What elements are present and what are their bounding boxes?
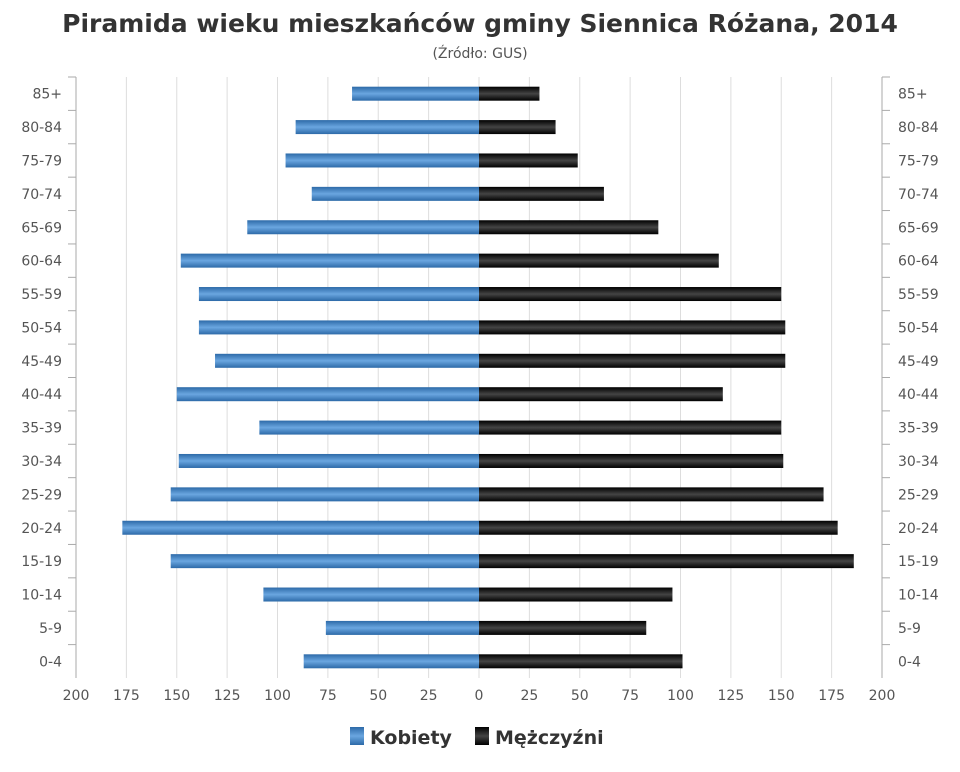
legend: Kobiety Mężczyźni (350, 727, 604, 749)
bar-mezczyzni (479, 654, 683, 669)
bar-kobiety (303, 654, 479, 669)
bar-mezczyzni (479, 620, 647, 635)
y-label-left: 25-29 (21, 487, 62, 503)
y-label-right: 30-34 (898, 454, 939, 470)
bar-kobiety (215, 353, 479, 368)
y-label-right: 80-84 (898, 120, 939, 136)
bar-kobiety (122, 520, 479, 535)
y-label-right: 25-29 (898, 487, 939, 503)
legend-label-kobiety[interactable]: Kobiety (370, 727, 453, 749)
bar-mezczyzni (479, 387, 723, 402)
bar-mezczyzni (479, 353, 786, 368)
bar-kobiety (180, 253, 479, 268)
y-label-left: 0-4 (39, 654, 62, 670)
bar-kobiety (198, 320, 480, 335)
x-tick-label: 100 (667, 688, 694, 704)
x-tick-label: 50 (369, 688, 387, 704)
y-label-right: 15-19 (898, 554, 939, 570)
y-label-left: 50-54 (21, 320, 62, 336)
x-tick-label: 0 (475, 688, 484, 704)
y-label-right: 45-49 (898, 354, 939, 370)
y-label-left: 75-79 (21, 153, 62, 169)
x-tick-label: 100 (264, 688, 291, 704)
y-label-left: 85+ (32, 87, 62, 103)
x-tick-label: 200 (869, 688, 896, 704)
legend-swatch-mezczyzni[interactable] (475, 727, 489, 745)
bar-kobiety (325, 620, 479, 635)
y-label-right: 85+ (898, 87, 928, 103)
bar-mezczyzni (479, 487, 824, 502)
y-label-right: 65-69 (898, 220, 939, 236)
y-label-right: 70-74 (898, 187, 939, 203)
bar-kobiety (352, 86, 479, 101)
bar-kobiety (170, 554, 479, 569)
y-label-right: 40-44 (898, 387, 939, 403)
bar-mezczyzni (479, 86, 540, 101)
y-label-left: 80-84 (21, 120, 62, 136)
bar-mezczyzni (479, 287, 782, 302)
bar-kobiety (285, 153, 479, 168)
bar-mezczyzni (479, 320, 786, 335)
x-tick-label: 175 (113, 688, 140, 704)
bar-mezczyzni (479, 587, 673, 602)
y-label-left: 20-24 (21, 521, 62, 537)
bar-mezczyzni (479, 554, 854, 569)
y-label-left: 70-74 (21, 187, 62, 203)
y-label-left: 60-64 (21, 254, 62, 270)
x-tick-label: 75 (621, 688, 639, 704)
y-label-left: 40-44 (21, 387, 62, 403)
bar-kobiety (198, 287, 480, 302)
bar-mezczyzni (479, 253, 719, 268)
x-tick-label: 200 (63, 688, 90, 704)
x-tick-label: 125 (214, 688, 241, 704)
y-label-right: 60-64 (898, 254, 939, 270)
y-label-left: 45-49 (21, 354, 62, 370)
y-label-right: 10-14 (898, 588, 939, 604)
y-label-left: 35-39 (21, 421, 62, 437)
bar-kobiety (311, 186, 479, 201)
bar-kobiety (295, 120, 479, 135)
y-label-left: 65-69 (21, 220, 62, 236)
y-label-right: 55-59 (898, 287, 939, 303)
bar-mezczyzni (479, 186, 604, 201)
x-tick-label: 175 (818, 688, 845, 704)
legend-label-mezczyzni[interactable]: Mężczyźni (495, 727, 604, 749)
bar-mezczyzni (479, 520, 838, 535)
y-label-left: 30-34 (21, 454, 62, 470)
x-tick-label: 25 (520, 688, 538, 704)
bar-kobiety (170, 487, 479, 502)
chart-subtitle: (Źródło: GUS) (432, 44, 527, 62)
bar-kobiety (259, 420, 479, 435)
y-label-left: 55-59 (21, 287, 62, 303)
y-label-left: 5-9 (39, 621, 62, 637)
y-label-right: 5-9 (898, 621, 921, 637)
x-tick-label: 150 (768, 688, 795, 704)
bar-kobiety (176, 387, 479, 402)
y-label-right: 50-54 (898, 320, 939, 336)
bar-mezczyzni (479, 420, 782, 435)
x-tick-label: 150 (163, 688, 190, 704)
y-label-right: 0-4 (898, 654, 921, 670)
y-label-left: 10-14 (21, 588, 62, 604)
bar-mezczyzni (479, 120, 556, 135)
y-label-left: 15-19 (21, 554, 62, 570)
bar-mezczyzni (479, 220, 659, 235)
x-tick-label: 125 (718, 688, 745, 704)
y-label-right: 75-79 (898, 153, 939, 169)
bar-mezczyzni (479, 453, 784, 468)
bar-kobiety (247, 220, 479, 235)
chart-title: Piramida wieku mieszkańców gminy Siennic… (62, 9, 898, 38)
y-label-right: 35-39 (898, 421, 939, 437)
bar-mezczyzni (479, 153, 578, 168)
x-tick-label: 50 (571, 688, 589, 704)
legend-swatch-kobiety[interactable] (350, 727, 364, 745)
x-tick-label: 75 (319, 688, 337, 704)
bar-kobiety (178, 453, 479, 468)
y-label-right: 20-24 (898, 521, 939, 537)
bar-kobiety (263, 587, 479, 602)
x-tick-label: 25 (420, 688, 438, 704)
